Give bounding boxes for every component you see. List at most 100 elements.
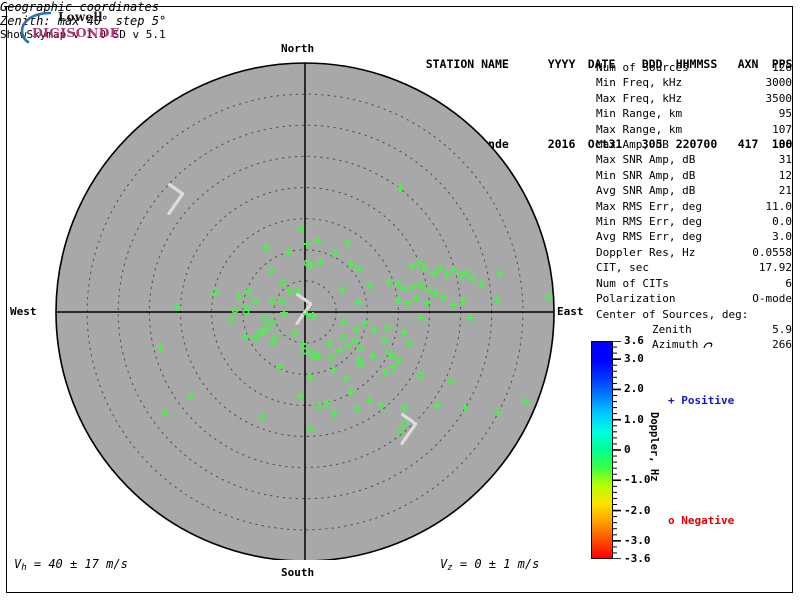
header-val-axn: 417 (737, 137, 759, 151)
source-marker-negative (353, 405, 361, 413)
colorbar-tick-label: -2.0 (624, 503, 651, 517)
source-marker-positive (477, 280, 485, 288)
param-label: Max Amp, dB (596, 138, 669, 152)
source-marker-positive (355, 356, 363, 364)
header-val-date: Oct31 (587, 137, 623, 151)
source-marker-positive (280, 309, 288, 317)
coordinate-system-label: Geographic coordinates (0, 0, 159, 14)
source-marker-negative (396, 426, 404, 434)
param-row: Avg SNR Amp, dB 21 (596, 183, 792, 198)
source-marker-positive (325, 340, 333, 348)
header-col-date: DATE (587, 57, 616, 71)
source-marker-negative (292, 286, 300, 294)
window-frame (6, 6, 793, 593)
center-zenith-value: 5.9 (772, 322, 792, 336)
source-marker-positive (423, 299, 431, 307)
header-col-pps: PPS (771, 57, 793, 71)
param-value: 95 (778, 107, 792, 121)
source-marker-positive (415, 259, 423, 267)
legend-positive-symbol: + (668, 394, 675, 407)
param-label: Avg SNR Amp, dB (596, 184, 696, 198)
source-marker-negative (405, 339, 413, 347)
param-label: Avg RMS Err, deg (596, 230, 702, 244)
source-marker-negative (260, 314, 268, 322)
source-marker-positive (365, 396, 373, 404)
source-marker-positive (314, 236, 322, 244)
source-marker-positive (409, 283, 417, 291)
header-col-ddd: DDD (641, 57, 663, 71)
param-value: 11.0 (765, 199, 793, 213)
source-marker-positive (309, 312, 317, 320)
header-col-yyyy: YYYY (547, 57, 576, 71)
source-marker-positive (299, 340, 307, 348)
drift-arrow-lower-right (400, 413, 418, 446)
legend-negative: o Negative (668, 514, 734, 527)
source-marker-positive (461, 404, 469, 412)
source-marker-negative (330, 249, 338, 257)
center-azimuth-value: 266 (772, 338, 792, 352)
colorbar-tick-label: -3.6 (624, 552, 651, 565)
legend-positive-label: Positive (681, 394, 735, 407)
source-marker-positive (417, 281, 425, 289)
source-marker-negative (308, 348, 316, 356)
skymap-plot[interactable] (55, 60, 555, 560)
legend-negative-label: Negative (681, 514, 735, 527)
vertical-velocity: Vz = 0 ± 1 m/s (440, 557, 539, 573)
param-row: Max SNR Amp, dB 31 (596, 152, 792, 167)
source-marker-negative (161, 408, 169, 416)
arc-icon (20, 11, 52, 44)
param-row: Min SNR Amp, dB 12 (596, 168, 792, 183)
source-marker-negative (394, 356, 402, 364)
source-marker-positive (466, 314, 474, 322)
logo-brand-bottom: DIGISONDE (32, 25, 120, 40)
source-marker-positive (339, 318, 347, 326)
source-marker-positive (323, 399, 331, 407)
source-marker-positive (271, 334, 279, 342)
source-marker-positive (433, 401, 441, 409)
param-row: Avg RMS Err, deg 3.0 (596, 229, 792, 244)
param-row: Min Range, km 95 (596, 106, 792, 121)
source-marker-negative (351, 336, 359, 344)
source-marker-negative (544, 293, 552, 301)
legend-positive: + Positive (668, 394, 734, 407)
header-col-hhmmss: HHMMSS (675, 57, 718, 71)
source-marker-negative (251, 296, 259, 304)
param-label: Max SNR Amp, dB (596, 153, 696, 167)
source-marker-positive (369, 352, 377, 360)
source-marker-positive (400, 328, 408, 336)
logo-brand-top: Lowell (58, 10, 103, 24)
source-marker-positive (459, 297, 467, 305)
source-marker-negative (356, 344, 364, 352)
source-marker-positive (361, 319, 369, 327)
source-marker-positive (366, 281, 374, 289)
param-value: 21 (778, 184, 792, 198)
source-marker-positive (430, 269, 438, 277)
cardinal-label-west: West (10, 305, 37, 318)
source-marker-positive (329, 366, 337, 374)
param-value: 31 (778, 153, 792, 167)
center-of-sources-heading: Center of Sources, deg: (596, 307, 749, 321)
param-label: Num of Sources (596, 61, 689, 74)
source-marker-positive (370, 326, 378, 334)
param-row: CIT, sec 17.92 (596, 260, 792, 275)
source-marker-positive (494, 408, 502, 416)
source-marker-positive (394, 280, 402, 288)
colorbar-tick-label: 2.0 (624, 382, 644, 396)
source-marker-positive (381, 368, 389, 376)
source-marker-positive (417, 314, 425, 322)
source-marker-negative (301, 347, 309, 355)
param-label: Max RMS Err, deg (596, 199, 702, 213)
param-label: Num of CITs (596, 276, 669, 290)
source-marker-positive (342, 374, 350, 382)
source-marker-positive (412, 294, 420, 302)
source-marker-positive (352, 325, 360, 333)
colorbar-title: Doppler, Hz (648, 412, 660, 482)
center-zenith-label: Zenith (652, 322, 692, 336)
source-marker-positive (303, 240, 311, 248)
colorbar-tick-label: 3.6 (624, 334, 644, 347)
vh-symbol: V (14, 557, 22, 571)
param-value: 36 (778, 138, 792, 152)
param-row: Polarization O-mode (596, 291, 792, 306)
drift-arrow-upper-left (167, 183, 185, 216)
source-marker-negative (356, 360, 364, 368)
